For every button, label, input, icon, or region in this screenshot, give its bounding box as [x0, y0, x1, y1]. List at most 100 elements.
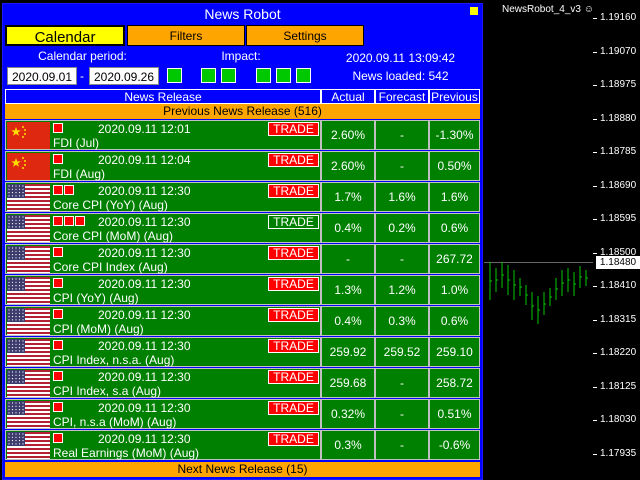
trade-button[interactable]: TRADE — [268, 277, 319, 291]
price-tick-label: 1.18500 — [600, 246, 637, 258]
trade-button[interactable]: TRADE — [268, 215, 319, 229]
news-release-cell: 2020.09.11 12:30 Real Earnings (MoM) (Aug… — [5, 430, 321, 460]
impact-indicator — [53, 340, 64, 352]
actual-value: 0.32% — [321, 399, 375, 429]
price-tick-label: 1.18030 — [600, 414, 637, 425]
impact-low-toggle[interactable] — [167, 68, 182, 83]
header-release: News Release — [5, 89, 321, 104]
price-tick-mark — [593, 386, 597, 388]
impact-square-icon — [75, 216, 85, 226]
usa-flag-icon — [7, 277, 50, 304]
impact-indicator — [53, 123, 64, 135]
price-tick-mark — [593, 420, 597, 421]
news-release-cell: 2020.09.11 12:30 CPI (MoM) (Aug) TRADE — [5, 306, 321, 336]
forecast-value: 259.52 — [375, 337, 429, 367]
event-name: CPI (MoM) (Aug) — [53, 322, 144, 336]
impact-square-icon — [53, 340, 63, 350]
price-tick-label: 1.19160 — [600, 12, 637, 23]
info-box: 2020.09.11 13:09:42 News loaded: 542 — [321, 47, 480, 88]
impact-indicator — [53, 402, 64, 414]
forecast-value: 0.2% — [375, 213, 429, 243]
price-tick-label: 1.18880 — [600, 112, 637, 124]
actual-value: 2.60% — [321, 120, 375, 150]
event-time: 2020.09.11 12:30 — [98, 339, 191, 353]
impact-label: Impact: — [221, 49, 261, 63]
trade-button[interactable]: TRADE — [268, 432, 319, 446]
actual-value: 1.3% — [321, 275, 375, 305]
next-section-bar[interactable]: Next News Release (15) — [5, 462, 480, 477]
usa-flag-icon — [7, 215, 50, 242]
event-time: 2020.09.11 12:30 — [98, 215, 191, 229]
impact-high-toggle-1[interactable] — [256, 68, 271, 83]
impact-square-icon — [53, 402, 63, 412]
impact-high-toggle-2[interactable] — [276, 68, 291, 83]
trade-button[interactable]: TRADE — [268, 308, 319, 322]
impact-indicator — [53, 309, 64, 321]
news-row: 2020.09.11 12:30 Core CPI Index (Aug) TRAD… — [5, 244, 480, 275]
impact-square-icon — [53, 278, 63, 288]
trade-button[interactable]: TRADE — [268, 184, 319, 198]
impact-medium-toggle-2[interactable] — [221, 68, 236, 83]
forecast-value: - — [375, 368, 429, 398]
news-release-cell: 2020.09.11 12:04 FDI (Aug) TRADE — [5, 151, 321, 181]
event-time: 2020.09.11 12:30 — [98, 370, 191, 384]
event-time: 2020.09.11 12:30 — [98, 184, 191, 198]
actual-value: 0.4% — [321, 213, 375, 243]
trade-button[interactable]: TRADE — [268, 339, 319, 353]
close-icon[interactable] — [470, 7, 478, 15]
price-tick-label: 1.18595 — [600, 213, 637, 224]
server-time: 2020.09.11 13:09:42 — [345, 51, 456, 65]
impact-indicator — [53, 247, 64, 259]
news-row: 2020.09.11 12:01 FDI (Jul) TRADE 2.60% - -1.3… — [5, 120, 480, 151]
actual-value: - — [321, 244, 375, 274]
trade-button[interactable]: TRADE — [268, 370, 319, 384]
trade-button[interactable]: TRADE — [268, 401, 319, 415]
impact-medium-toggle-1[interactable] — [201, 68, 216, 83]
period-label: Calendar period: — [38, 49, 127, 63]
actual-value: 0.3% — [321, 430, 375, 460]
news-release-cell: 2020.09.11 12:30 CPI, n.s.a (MoM) (Aug) TR… — [5, 399, 321, 429]
news-row: 2020.09.11 12:04 FDI (Aug) TRADE 2.60% -0.50… — [5, 151, 480, 182]
previous-value: 267.72 — [429, 244, 480, 274]
price-tick-mark — [593, 353, 597, 354]
previous-value: 1.0% — [429, 275, 480, 305]
tab-settings[interactable]: Settings — [246, 25, 364, 46]
event-name: CPI (YoY) (Aug) — [53, 291, 139, 305]
impact-indicator — [53, 154, 64, 166]
news-row: 2020.09.11 12:30 CPI Index, s.a (Aug) TRAD… — [5, 368, 480, 399]
price-tick-mark — [593, 152, 597, 153]
event-time: 2020.09.11 12:04 — [98, 153, 191, 167]
column-header: News Release Actual Forecast Previous — [5, 89, 480, 104]
tab-bar: Calendar Filters Settings — [5, 25, 480, 46]
price-tick-mark — [593, 219, 597, 220]
impact-square-icon — [53, 371, 63, 381]
trade-button[interactable]: TRADE — [268, 246, 319, 260]
event-time: 2020.09.11 12:01 — [98, 122, 191, 136]
impact-square-icon — [53, 309, 63, 319]
date-to-input[interactable]: 2020.09.26 — [89, 67, 159, 85]
previous-value: 258.72 — [429, 368, 480, 398]
previous-section-bar[interactable]: Previous News Release (516) — [5, 104, 480, 119]
impact-indicator — [53, 185, 75, 197]
previous-value: 0.6% — [429, 213, 480, 243]
news-row: 2020.09.11 12:30 CPI Index, n.s.a. (Aug) T… — [5, 337, 480, 368]
event-name: CPI, n.s.a (MoM) (Aug) — [53, 415, 177, 429]
price-tick-mark — [593, 453, 597, 455]
trade-button[interactable]: TRADE — [268, 122, 319, 136]
news-row: 2020.09.11 12:30 Real Earnings (MoM) (Aug… — [5, 430, 480, 461]
usa-flag-icon — [7, 370, 50, 397]
impact-square-icon — [64, 185, 74, 195]
news-release-cell: 2020.09.11 12:30 CPI Index, n.s.a. (Aug) T… — [5, 337, 321, 367]
forecast-value: 0.3% — [375, 306, 429, 336]
news-row: 2020.09.11 12:30 CPI (YoY) (Aug) TRADE 1.3%… — [5, 275, 480, 306]
event-time: 2020.09.11 12:30 — [98, 432, 191, 446]
date-from-input[interactable]: 2020.09.01 — [7, 67, 77, 85]
trade-button[interactable]: TRADE — [268, 153, 319, 167]
impact-square-icon — [53, 154, 63, 164]
impact-high-toggle-3[interactable] — [296, 68, 311, 83]
tab-calendar[interactable]: Calendar — [5, 25, 125, 46]
tab-filters[interactable]: Filters — [127, 25, 245, 46]
forecast-value: - — [375, 151, 429, 181]
news-release-cell: 2020.09.11 12:30 Core CPI (YoY) (Aug) TRAD… — [5, 182, 321, 212]
news-loaded-count: News loaded: 542 — [352, 69, 449, 83]
